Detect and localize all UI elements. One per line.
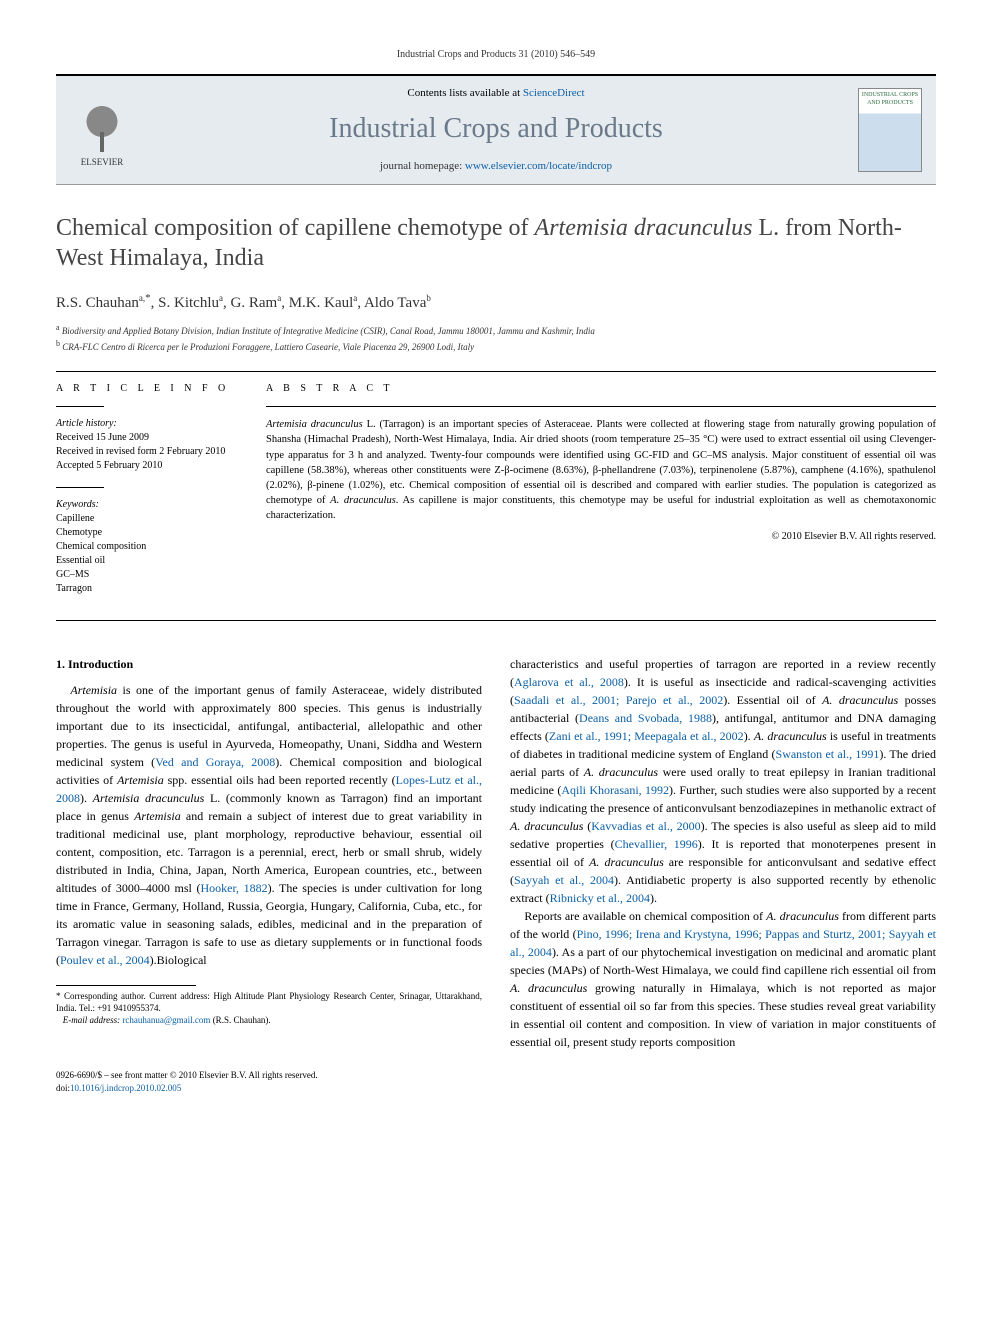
keyword: Chemical composition [56,540,242,554]
email-who: (R.S. Chauhan). [213,1015,271,1025]
article-history: Article history: Received 15 June 2009 R… [56,417,242,473]
body-paragraph: characteristics and useful properties of… [510,655,936,907]
front-matter-line: 0926-6690/$ – see front matter © 2010 El… [56,1069,936,1082]
footnote-separator [56,985,196,986]
article-info: a r t i c l e i n f o Article history: R… [56,382,266,610]
body-columns: 1. Introduction Artemisia is one of the … [56,655,936,1051]
section-heading-introduction: 1. Introduction [56,655,482,673]
keyword: Essential oil [56,554,242,568]
affiliations: a Biodiversity and Applied Botany Divisi… [56,322,936,353]
email-line: E-mail address: rchauhanua@gmail.com (R.… [56,1014,482,1026]
running-head: Industrial Crops and Products 31 (2010) … [56,48,936,62]
keyword: Capillene [56,512,242,526]
sciencedirect-link[interactable]: ScienceDirect [523,87,585,99]
divider-short [56,487,104,488]
footnotes: * Corresponding author. Current address:… [56,990,482,1026]
article-title: Chemical composition of capillene chemot… [56,213,936,273]
homepage-line: journal homepage: www.elsevier.com/locat… [134,159,858,174]
keyword: GC–MS [56,568,242,582]
title-pre: Chemical composition of capillene chemot… [56,215,535,241]
body-paragraph: Artemisia is one of the important genus … [56,681,482,969]
masthead-center: Contents lists available at ScienceDirec… [134,86,858,174]
keywords-label: Keywords: [56,498,242,512]
history-revised: Received in revised form 2 February 2010 [56,445,242,459]
body-paragraph: Reports are available on chemical compos… [510,907,936,1051]
authors-line: R.S. Chauhana,*, S. Kitchlua, G. Rama, M… [56,291,936,314]
corr-email[interactable]: rchauhanua@gmail.com [122,1015,210,1025]
journal-title: Industrial Crops and Products [134,109,858,148]
affiliation-a: a Biodiversity and Applied Botany Divisi… [56,322,936,338]
homepage-prefix: journal homepage: [380,160,465,172]
contents-line: Contents lists available at ScienceDirec… [134,86,858,101]
corresponding-author-note: * Corresponding author. Current address:… [56,990,482,1014]
page-footer: 0926-6690/$ – see front matter © 2010 El… [56,1069,936,1094]
keyword: Chemotype [56,526,242,540]
divider-short [266,406,936,407]
abstract: a b s t r a c t Artemisia dracunculus L.… [266,382,936,610]
journal-cover-thumbnail: INDUSTRIAL CROPS AND PRODUCTS [858,88,922,172]
article-info-heading: a r t i c l e i n f o [56,382,242,396]
email-label: E-mail address: [63,1015,120,1025]
affiliation-b: b CRA-FLC Centro di Ricerca per le Produ… [56,338,936,354]
contents-prefix: Contents lists available at [407,87,522,99]
keyword: Tarragon [56,582,242,596]
divider [56,620,936,621]
elsevier-logo: ELSEVIER [70,91,134,169]
publisher-name: ELSEVIER [81,156,124,169]
abstract-copyright: © 2010 Elsevier B.V. All rights reserved… [266,530,936,544]
history-accepted: Accepted 5 February 2010 [56,459,242,473]
cover-label: INDUSTRIAL CROPS AND PRODUCTS [862,92,918,106]
masthead: ELSEVIER Contents lists available at Sci… [56,74,936,185]
abstract-text: Artemisia dracunculus L. (Tarragon) is a… [266,417,936,524]
history-label: Article history: [56,417,242,431]
divider-short [56,406,104,407]
abstract-heading: a b s t r a c t [266,382,936,396]
elsevier-tree-icon [82,104,122,154]
divider [56,371,936,372]
doi-line: doi:10.1016/j.indcrop.2010.02.005 [56,1082,936,1095]
title-species: Artemisia dracunculus [535,215,753,241]
homepage-link[interactable]: www.elsevier.com/locate/indcrop [465,160,612,172]
history-received: Received 15 June 2009 [56,431,242,445]
doi-link[interactable]: 10.1016/j.indcrop.2010.02.005 [70,1083,181,1093]
keywords-block: Keywords: Capillene Chemotype Chemical c… [56,498,242,596]
